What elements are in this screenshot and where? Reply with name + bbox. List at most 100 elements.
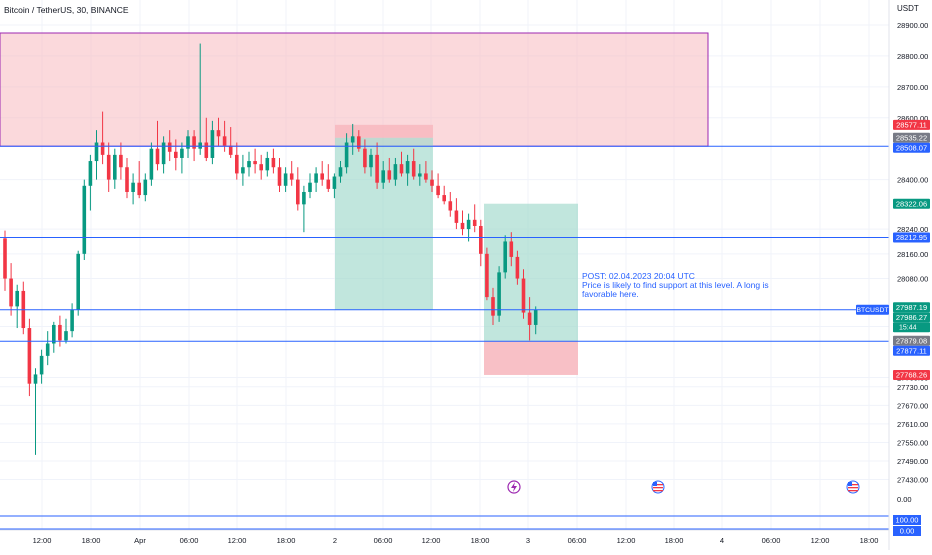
candle-body [332,176,337,189]
x-tick-label: 18:00 [665,536,684,545]
candle-body [338,167,343,177]
candle-body [265,157,270,171]
price-tag-label: 27987.19 [896,303,927,312]
price-tag-label: 28322.06 [896,199,927,208]
x-tick-label: 18:00 [860,536,879,545]
candle [143,173,148,202]
x-tick-label: 06:00 [568,536,587,545]
y-tick-label: 27550.00 [897,438,928,447]
y-tick-label: 28600.00 [897,114,928,123]
candle [454,198,459,230]
candle [216,117,221,146]
candle-body [204,142,209,158]
countdown-label: 15:44 [899,325,917,332]
candle [198,43,202,155]
indicator-tag-bg [893,515,921,525]
levels [0,145,889,530]
price-tag-label: 27877.11 [896,346,927,355]
price-tag-bg [893,345,930,356]
candle-body [344,142,349,168]
candle-body [143,179,148,196]
candle-body [289,173,294,180]
candle [265,151,270,177]
candle [289,161,294,186]
candle-body [235,154,239,174]
candle [387,157,392,183]
y-tick-label: 28080.00 [897,275,928,284]
candle-body [39,355,44,375]
candle-body [210,130,215,158]
lightning-event-icon[interactable] [507,480,521,494]
candle-body [308,182,312,192]
candles [3,43,538,455]
candle-body [533,309,538,325]
candle-body [174,151,178,158]
candle-body [515,256,520,279]
candle-body [363,148,367,168]
candle [527,297,532,341]
candle [70,303,74,338]
y-tick-label: 28400.00 [897,176,928,185]
annotation: POST: 02.04.2023 20:04 UTC Price is like… [582,271,769,299]
x-tick-label: 06:00 [180,536,199,545]
candle-body [198,142,202,149]
us-flag-event-icon[interactable] [846,480,860,494]
candle [326,164,331,192]
candle [21,281,26,335]
candle [228,127,233,158]
countdown-tag: 15:44 [893,322,930,332]
candle-body [381,170,385,183]
candle [27,318,32,397]
candle-body [27,328,32,384]
candle-body [192,136,196,149]
candle-body [216,130,221,137]
x-tick-label: 18:00 [471,536,490,545]
x-tick-label: 12:00 [422,536,441,545]
price-tag-label: 28508.07 [896,143,927,152]
price-tag-label: 28577.11 [896,121,927,130]
candle-body [64,331,68,341]
candle-body [52,324,56,344]
candle-body [241,167,245,174]
y-tick-label: 28900.00 [897,21,928,30]
price-tag-bg [893,132,930,143]
candle [125,157,129,199]
candle [131,173,135,205]
candle [82,179,87,261]
event-icons[interactable] [507,480,860,494]
price-tag-label: 27986.27 [896,313,927,322]
candle-body [320,173,324,180]
us-flag-event-icon[interactable] [651,480,665,494]
symbol-tag: BTCUSDT [856,304,889,315]
candle [479,219,483,267]
x-tick-label: 06:00 [762,536,781,545]
candle-body [247,161,251,168]
x-tick-label: 12:00 [811,536,830,545]
candle-body [521,278,526,313]
candle-body [277,167,282,186]
candle [491,287,495,325]
y-tick-label: 28700.00 [897,83,928,92]
y-tick-label: 27670.00 [897,401,928,410]
candle [33,368,38,455]
long-stop-zone [484,341,578,375]
candle [308,173,312,199]
candle-body [375,154,379,183]
x-tick-label: 18:00 [277,536,296,545]
candle [344,133,349,174]
candle [253,148,257,174]
candle-body [106,154,111,180]
candle-body [326,179,331,189]
indicator-tag-label: 0.00 [900,527,915,536]
candle [411,148,416,180]
countdown-bg [893,322,930,332]
candle [466,213,471,242]
candle [247,151,251,177]
candle-body [100,142,105,155]
candle-body [9,278,13,307]
candle [399,151,404,177]
symbol-tag-bg [856,304,889,315]
candle [448,191,453,217]
candle [106,142,111,192]
